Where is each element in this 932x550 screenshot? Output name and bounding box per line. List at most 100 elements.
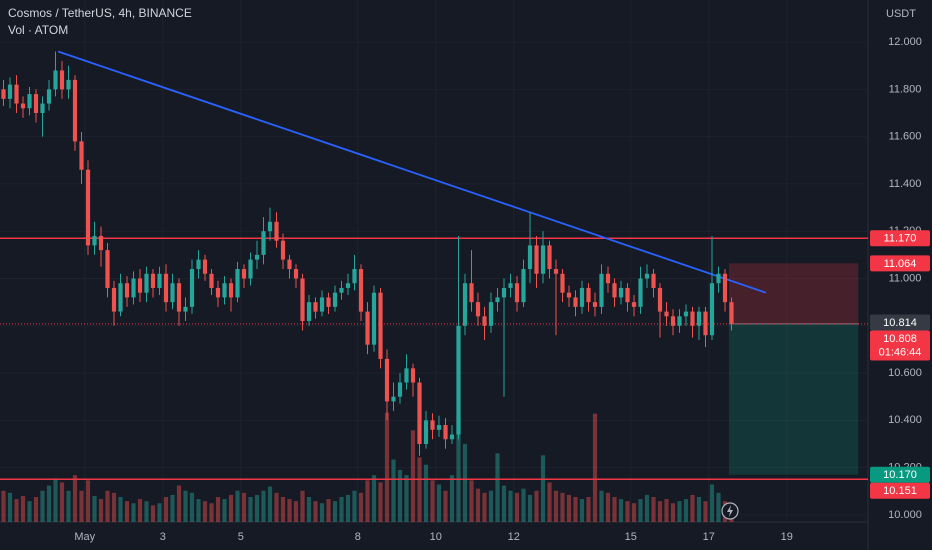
volume-bar — [371, 475, 377, 522]
volume-bar — [709, 484, 715, 522]
candle-body — [488, 302, 494, 326]
candle-body — [495, 297, 500, 303]
candle-body — [683, 311, 689, 317]
x-tick-label: 3 — [160, 531, 166, 543]
x-tick-label: 12 — [508, 531, 520, 543]
y-tick-label: 11.600 — [889, 131, 922, 143]
volume-bar — [456, 415, 461, 522]
candle-body — [371, 292, 377, 345]
candle-body — [449, 434, 455, 440]
volume-bar — [306, 497, 312, 522]
x-tick-label: 10 — [430, 531, 442, 543]
volume-bar — [495, 453, 500, 522]
price-label: 10.808 — [883, 333, 917, 345]
candle-body — [228, 283, 234, 298]
y-tick-label: 12.000 — [888, 36, 922, 48]
volume-bar — [560, 492, 565, 522]
volume-bar — [501, 485, 507, 522]
candle-body — [326, 297, 331, 307]
price-label-box — [870, 314, 930, 331]
volume-bar — [189, 492, 195, 522]
price-label-box — [870, 230, 930, 247]
candle-body — [92, 235, 97, 246]
volume-bar — [605, 492, 611, 522]
volume-bar — [274, 492, 279, 522]
volume-bar — [664, 499, 669, 522]
volume-bar — [462, 443, 468, 522]
candle-body — [430, 420, 435, 430]
candle-body — [85, 169, 91, 246]
volume-bar — [118, 497, 123, 522]
candle-body — [560, 273, 565, 293]
volume-bar — [521, 488, 526, 522]
annotations — [0, 50, 868, 480]
currency-label: USDT — [886, 8, 916, 20]
candle-body — [469, 283, 474, 303]
candle-body — [352, 269, 357, 284]
candle-body — [391, 396, 396, 402]
price-label-box — [870, 255, 930, 272]
candle-body — [417, 382, 422, 444]
volume-bar — [397, 469, 403, 522]
candle-body — [677, 316, 682, 326]
candle-body — [482, 316, 487, 326]
volume-bar — [150, 505, 156, 522]
x-tick-label: 5 — [238, 531, 244, 543]
candle-body — [300, 278, 305, 322]
y-tick-label: 11.000 — [889, 272, 922, 284]
volume-bar — [657, 501, 663, 522]
candle-body — [20, 103, 26, 109]
volume-bar — [59, 482, 65, 522]
volume-bar — [20, 495, 26, 522]
candle-body — [365, 311, 370, 345]
volume-bar — [111, 492, 117, 522]
candle-body — [1, 89, 6, 99]
x-tick-label: 8 — [355, 531, 361, 543]
price-label: 10.151 — [883, 485, 917, 497]
volume-bar — [540, 455, 546, 522]
volume-bar — [534, 490, 539, 522]
candle-body — [79, 141, 84, 170]
volume-bar — [527, 494, 533, 522]
volume-bar — [599, 490, 604, 522]
candle-body — [462, 283, 468, 326]
candle-body — [254, 254, 260, 260]
volume-bar — [391, 459, 396, 522]
volume-bar — [345, 494, 351, 522]
volume-bar — [7, 492, 13, 522]
volume-bar — [469, 480, 474, 522]
volume-bar — [553, 490, 559, 522]
candle-body — [33, 94, 39, 114]
candle-body — [345, 283, 351, 288]
candle-body — [592, 302, 598, 307]
volume-bar — [339, 497, 344, 522]
position-target-zone — [728, 323, 859, 475]
candle-body — [404, 368, 409, 383]
volume-bar — [33, 497, 39, 522]
volume-bar — [631, 503, 637, 522]
x-tick-label: May — [74, 531, 95, 543]
volume-bar — [98, 499, 104, 522]
volume-bar — [508, 490, 513, 522]
volume-bar — [683, 499, 689, 522]
candle-body — [651, 273, 656, 288]
candle-body — [664, 311, 669, 317]
candle-body — [709, 283, 715, 336]
candle-body — [157, 273, 162, 288]
candle-body — [183, 306, 188, 312]
candles — [1, 51, 734, 456]
candle-body — [703, 311, 708, 336]
volume-bar — [176, 485, 182, 522]
candle-body — [163, 273, 169, 303]
price-label-box — [870, 482, 930, 499]
price-label: 10.814 — [883, 317, 917, 329]
candle-body — [644, 273, 650, 279]
volume-bar — [384, 412, 390, 522]
volume-bar — [235, 490, 240, 522]
candle-body — [306, 302, 312, 322]
candle-body — [46, 89, 52, 104]
candle-body — [397, 382, 403, 397]
candle-body — [215, 287, 221, 298]
volume-bar — [254, 494, 260, 522]
